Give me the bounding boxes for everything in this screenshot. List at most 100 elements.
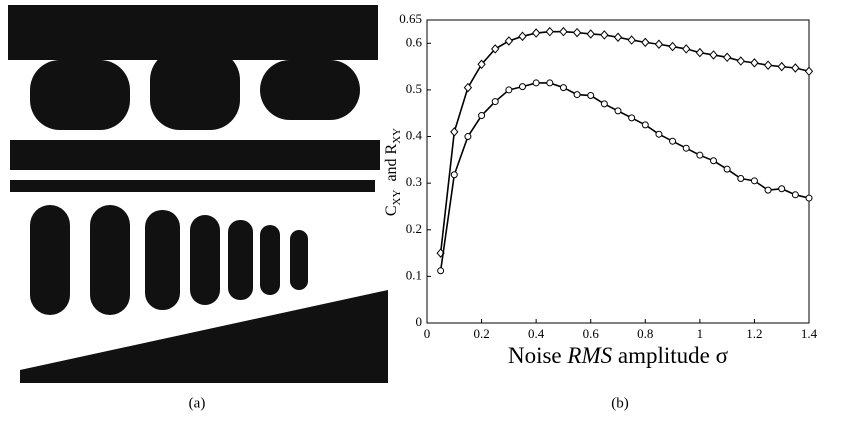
circle-marker [491,98,499,106]
circle-marker [682,144,690,152]
x-tick-label: 1.2 [746,326,762,341]
diamond-marker [491,44,500,54]
diamond-marker [504,36,514,46]
y-tick-label: 0.5 [406,81,422,96]
circle-marker [587,92,595,100]
diamond-marker [763,60,773,70]
diamond-marker [545,26,554,37]
diamond-marker [572,27,582,38]
diamond-marker [791,63,800,73]
image-region [260,225,280,295]
diamond-marker [736,56,745,66]
image-region [290,230,308,290]
diamond-marker [654,39,664,49]
image-region [20,290,388,383]
diamond-marker [750,58,759,68]
x-tick-label: 0.4 [528,326,545,341]
circle-marker [628,114,636,122]
diamond-marker [450,127,459,137]
circle-marker [478,112,486,120]
image-region [190,215,220,305]
diamond-marker [463,82,473,93]
image-region [30,60,130,130]
diamond-marker [477,59,486,70]
y-axis-label-part: C [383,205,400,216]
x-axis-label-part: Noise [508,343,567,368]
image-region [260,60,360,120]
circle-marker [791,191,799,199]
y-tick-label: 0.65 [399,11,422,26]
image-region [90,205,130,315]
x-axis-label-part: RMS [566,343,612,368]
y-tick-label: 0.1 [406,267,422,282]
image-region [150,50,240,130]
circle-marker [546,79,554,87]
x-tick-label: 0.8 [637,326,653,341]
y-tick-label: 0.6 [406,34,423,49]
circle-marker [641,121,649,129]
circle-marker [696,151,704,159]
diamond-marker [682,44,691,54]
circle-marker [764,186,772,194]
circle-marker [669,137,677,145]
diamond-marker [641,37,650,48]
series-line [439,82,810,271]
diamond-marker [668,41,677,52]
x-tick-label: 0.2 [473,326,489,341]
diamond-marker [695,47,705,58]
binary-image [5,0,388,383]
x-axis-label: Noise RMS amplitude σ [508,343,729,368]
x-axis-label-part: amplitude σ [612,343,728,368]
diamond-marker [586,29,595,39]
diamond-marker [722,52,732,63]
caption: (a) [189,395,206,411]
circle-marker [450,171,458,179]
y-tick-label: 0.2 [406,221,422,236]
circle-marker [750,177,758,185]
circle-marker [464,133,472,141]
image-region [30,205,70,315]
circle-marker [532,79,540,87]
circle-marker [778,185,786,193]
series-line [439,30,810,254]
diamond-marker [531,28,541,38]
y-axis-label-part: XY [391,190,403,206]
diamond-marker [613,32,623,43]
y-axis-label: CXY and RXY [383,128,403,216]
y-tick-label: 0.3 [406,174,422,189]
diamond-marker [559,26,568,37]
diamond-marker [627,35,636,45]
image-region [10,180,375,192]
y-axis-label-part: and R [383,143,400,189]
circle-marker [737,174,745,182]
image-region [228,220,253,300]
x-tick-label: 0.6 [583,326,600,341]
diamond-marker [600,30,609,40]
circle-marker [710,157,717,165]
caption: (b) [611,395,629,411]
circle-marker [519,83,526,91]
image-region [10,140,380,170]
x-tick-label: 1.4 [801,326,818,341]
y-tick-label: 0.4 [406,128,423,143]
circle-marker [573,91,581,99]
x-tick-label: 1 [697,326,704,341]
circle-marker [723,165,731,173]
diamond-marker [777,61,786,72]
y-tick-label: 0 [416,314,423,329]
circle-marker [437,267,445,275]
circle-marker [805,194,813,202]
plot-frame [426,19,810,324]
circle-marker [505,86,513,94]
diamond-marker [518,31,527,42]
circle-marker [600,100,608,108]
x-tick-label: 0 [424,326,431,341]
circle-marker [655,130,663,138]
circle-marker [614,107,622,115]
diamond-marker [709,50,718,60]
circle-marker [559,84,567,92]
image-region [145,210,180,310]
y-axis-label-part: XY [391,128,403,144]
